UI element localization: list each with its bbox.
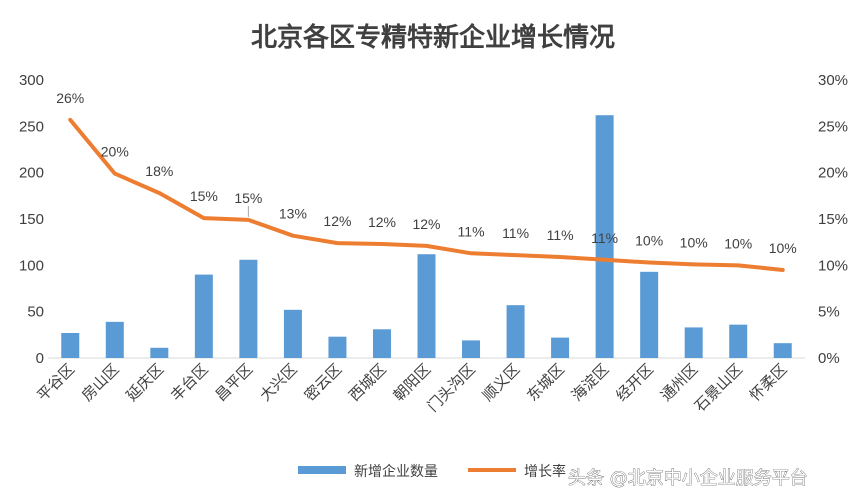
line-data-label: 11% xyxy=(591,230,618,246)
right-tick-label: 5% xyxy=(818,304,840,321)
left-axis: 0 50 100 150 200 250 300 xyxy=(19,72,44,367)
bar xyxy=(506,305,525,358)
bar xyxy=(194,274,213,358)
growth-rate-line xyxy=(68,117,785,272)
category-label: 密云区 xyxy=(301,360,346,405)
left-tick-label: 0 xyxy=(36,350,44,367)
bar xyxy=(239,259,258,358)
bar xyxy=(773,343,792,358)
bar xyxy=(684,327,703,358)
category-label: 门头沟区 xyxy=(424,360,479,415)
legend-bar-swatch xyxy=(298,466,346,474)
left-tick-label: 200 xyxy=(19,165,44,182)
category-label: 海淀区 xyxy=(568,360,613,405)
line-data-label: 20% xyxy=(101,144,129,160)
left-tick-label: 100 xyxy=(19,257,44,274)
left-tick-label: 300 xyxy=(19,72,44,89)
chart-title: 北京各区专精特新企业增长情况 xyxy=(251,22,615,53)
line-series xyxy=(68,117,785,272)
left-tick-label: 150 xyxy=(19,211,44,228)
line-data-label: 13% xyxy=(279,206,307,222)
category-label: 房山区 xyxy=(78,360,123,405)
bar-series xyxy=(61,115,792,358)
bar xyxy=(462,340,481,358)
right-tick-label: 25% xyxy=(818,118,848,135)
legend-bar-label: 新增企业数量 xyxy=(354,463,438,480)
category-label: 大兴区 xyxy=(256,360,301,405)
right-tick-label: 0% xyxy=(818,350,840,367)
line-data-label: 12% xyxy=(368,214,396,230)
category-label: 延庆区 xyxy=(123,360,168,405)
line-data-label: 10% xyxy=(680,234,708,250)
bar xyxy=(150,347,169,358)
category-label: 怀柔区 xyxy=(746,360,791,405)
line-data-label: 15% xyxy=(190,188,218,204)
category-label: 顺义区 xyxy=(479,360,524,405)
bar xyxy=(729,324,748,358)
line-data-labels: 26% 20% 18% 15% 15% 13% 12% 12% 12% 11% 11% 11% 11% 1… xyxy=(56,90,797,256)
category-label: 石景山区 xyxy=(691,360,746,415)
line-data-label: 11% xyxy=(458,223,485,239)
category-label: 经开区 xyxy=(612,360,657,405)
bar xyxy=(417,254,436,358)
legend: 新增企业数量 增长率 xyxy=(298,463,566,480)
right-tick-label: 30% xyxy=(818,72,848,89)
bar xyxy=(328,336,347,358)
bar xyxy=(551,337,570,358)
left-tick-label: 50 xyxy=(27,304,44,321)
line-data-label: 26% xyxy=(56,90,84,106)
category-label: 西城区 xyxy=(345,360,390,405)
line-data-label: 10% xyxy=(769,240,797,256)
line-data-label: 15% xyxy=(234,190,262,206)
bar xyxy=(640,271,659,358)
category-label: 丰台区 xyxy=(167,360,212,405)
line-data-label: 11% xyxy=(502,225,529,241)
line-data-label: 10% xyxy=(724,235,752,251)
line-data-label: 10% xyxy=(635,233,663,249)
category-label: 昌平区 xyxy=(212,360,257,405)
bar xyxy=(61,332,80,358)
bar xyxy=(105,321,124,358)
right-axis: 0% 5% 10% 15% 20% 25% 30% xyxy=(818,72,848,367)
right-tick-label: 15% xyxy=(818,211,848,228)
line-data-label: 11% xyxy=(547,227,574,243)
bar xyxy=(595,115,614,358)
bar xyxy=(283,309,302,358)
left-tick-label: 250 xyxy=(19,118,44,135)
bar xyxy=(372,329,391,358)
right-tick-label: 20% xyxy=(818,165,848,182)
watermark: 头条 @北京中小企业服务平台 xyxy=(568,468,808,489)
line-data-label: 12% xyxy=(323,213,351,229)
legend-line-label: 增长率 xyxy=(524,463,566,480)
right-tick-label: 10% xyxy=(818,257,848,274)
category-label: 东城区 xyxy=(523,360,568,405)
line-data-label: 18% xyxy=(145,163,173,179)
line-data-label: 12% xyxy=(412,216,440,232)
